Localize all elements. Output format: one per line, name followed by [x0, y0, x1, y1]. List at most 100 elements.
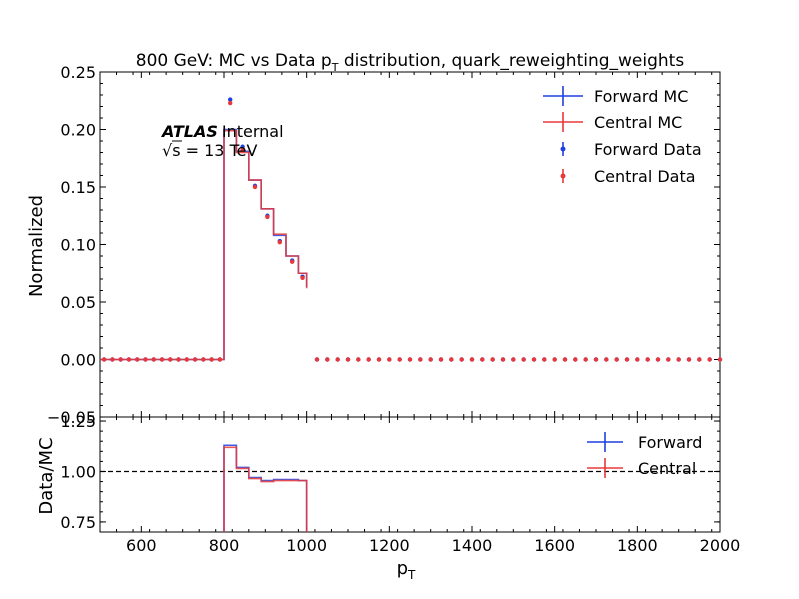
- central-data-point: [521, 357, 526, 362]
- ratio-legend: Forward Central: [587, 432, 702, 478]
- central-data-point: [407, 357, 413, 362]
- central-data-point: [480, 357, 485, 362]
- legend-central-data-label: Central Data: [594, 167, 696, 186]
- energy-label: √s = 13 TeV: [162, 141, 257, 160]
- legend-central-mc-label: Central MC: [594, 113, 682, 132]
- central-data-point: [418, 357, 423, 362]
- central-data-point: [449, 357, 454, 362]
- central-data-point: [707, 357, 712, 362]
- central-data-point: [397, 357, 402, 362]
- forward-mc-step-line: [100, 128, 308, 361]
- central-data-point: [500, 357, 506, 362]
- top-y-tick-label: −0.05: [47, 408, 96, 427]
- atlas-label: ATLAS Internal: [160, 122, 284, 141]
- central-data-point: [562, 357, 568, 362]
- ratio-central-step-line: [223, 446, 308, 532]
- central-data-point: [552, 357, 557, 362]
- central-data-point: [151, 357, 156, 362]
- ratio-panel-frame: [99, 416, 721, 533]
- central-data-point: [217, 357, 223, 362]
- top-y-tick-label: 0.00: [60, 351, 96, 370]
- central-data-point: [184, 357, 189, 362]
- central-data-point: [573, 357, 578, 362]
- central-data-point: [366, 357, 371, 362]
- x-tick-label: 1000: [286, 536, 327, 555]
- top-y-tick-label: 0.25: [60, 63, 96, 82]
- central-data-point: [101, 357, 107, 362]
- central-data-point: [240, 148, 245, 153]
- central-data-point: [335, 357, 340, 362]
- central-data-point: [110, 357, 115, 362]
- forward-data-point: [228, 97, 233, 102]
- top-y-tick-label: 0.10: [60, 236, 96, 255]
- x-tick-label: 1200: [369, 536, 410, 555]
- top-y-axis-label: Normalized: [26, 195, 47, 297]
- central-data-point: [345, 357, 351, 362]
- x-axis-label: pT: [397, 558, 416, 582]
- central-data-point: [593, 357, 599, 362]
- central-data-point: [135, 357, 140, 362]
- central-data-point: [583, 357, 588, 362]
- top-y-tick-label: 0.05: [60, 293, 96, 312]
- central-data-point: [290, 259, 295, 264]
- central-data-point: [356, 357, 361, 362]
- central-data-point: [176, 357, 181, 362]
- central-data-point: [168, 357, 173, 362]
- x-tick-label: 1800: [617, 536, 658, 555]
- chart-title: 800 GeV: MC vs Data pT distribution, qua…: [136, 51, 685, 74]
- central-data-point: [542, 357, 547, 362]
- central-data-point: [459, 357, 464, 362]
- central-data-point: [490, 357, 495, 362]
- chart-title-subscript: T: [331, 61, 339, 74]
- central-data-point: [265, 214, 270, 220]
- central-data-point: [159, 357, 165, 362]
- central-data-point: [201, 357, 206, 362]
- central-data-point: [126, 357, 132, 362]
- central-data-point: [143, 357, 148, 362]
- ratio-y-tick-label: 0.75: [60, 513, 96, 532]
- central-data-point: [531, 357, 537, 362]
- top-y-tick-label: 0.15: [60, 178, 96, 197]
- x-axis-label-subscript: T: [407, 568, 416, 582]
- x-tick-label: 800: [209, 536, 240, 555]
- legend-central-data-marker: [560, 173, 566, 179]
- x-tick-label: 1600: [534, 536, 575, 555]
- central-data-point: [376, 357, 382, 362]
- central-data-point: [228, 100, 233, 106]
- central-data-point: [624, 357, 630, 362]
- central-data-point: [614, 357, 619, 362]
- ratio-y-tick-label: 1.00: [60, 462, 96, 481]
- ratio-y-tick-label: 1.25: [60, 412, 96, 431]
- forward-data-point: [240, 144, 245, 149]
- central-data-point: [469, 357, 475, 362]
- legend-forward-mc-label: Forward MC: [594, 87, 688, 106]
- x-tick-label: 600: [126, 536, 157, 555]
- central-mc-step-line: [100, 129, 308, 361]
- legend-ratio-central-label: Central: [638, 459, 696, 478]
- central-data-point: [604, 357, 609, 362]
- top-legend: Forward MC Central MC Forward Data Centr…: [543, 86, 702, 186]
- central-data-point: [438, 357, 444, 362]
- sqrt-sign: √: [162, 141, 173, 160]
- central-data-point: [666, 357, 671, 362]
- central-data-point: [655, 357, 661, 362]
- central-data-point: [511, 357, 516, 362]
- central-data-point: [635, 357, 640, 362]
- central-data-point: [697, 357, 702, 362]
- central-data-point: [387, 357, 392, 362]
- central-data-point: [118, 357, 123, 362]
- legend-ratio-forward-label: Forward: [638, 433, 702, 452]
- central-data-point: [314, 357, 320, 362]
- central-data-point: [300, 275, 305, 281]
- central-data-point: [209, 357, 214, 362]
- central-data-point: [645, 357, 650, 362]
- central-data-point: [277, 240, 282, 245]
- legend-forward-data-label: Forward Data: [594, 140, 702, 159]
- central-data-point: [676, 357, 681, 362]
- top-y-tick-label: 0.20: [60, 121, 96, 140]
- x-tick-label: 2000: [700, 536, 741, 555]
- central-data-point: [686, 357, 692, 362]
- legend-forward-data-marker: [560, 146, 566, 152]
- central-data-point: [252, 184, 258, 190]
